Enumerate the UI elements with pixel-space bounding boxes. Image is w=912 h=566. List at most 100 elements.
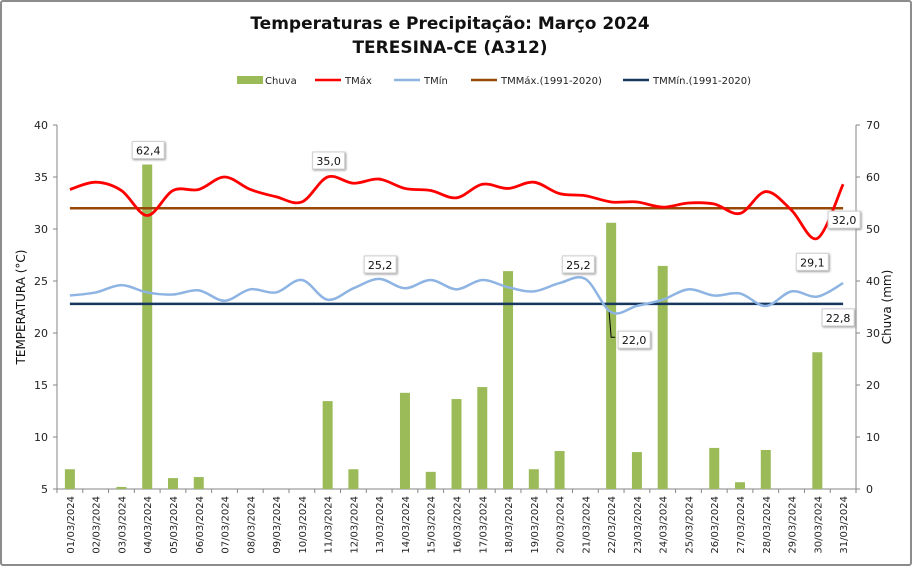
- legend-swatch-chuva: [237, 76, 263, 84]
- x-tick-label: 05/03/2024: [169, 496, 180, 554]
- x-tick-label: 25/03/2024: [684, 496, 695, 554]
- chart-subtitle: TERESINA-CE (A312): [352, 38, 547, 58]
- y-tick-label: 10: [34, 431, 48, 444]
- data-label-box: [821, 308, 855, 327]
- bar-chuva: [425, 471, 436, 489]
- data-label: 32,0: [832, 214, 857, 227]
- x-tick-label: 16/03/2024: [453, 496, 464, 554]
- bar-chuva: [116, 486, 127, 489]
- y-tick-label: 25: [34, 275, 48, 288]
- x-tick-label: 09/03/2024: [272, 496, 283, 554]
- x-tick-label: 19/03/2024: [530, 496, 541, 554]
- data-label: 25,2: [566, 259, 591, 272]
- bar-chuva: [657, 265, 668, 489]
- bar-chuva: [167, 478, 178, 489]
- x-tick-label: 01/03/2024: [66, 496, 77, 554]
- bar-chuva: [477, 387, 488, 489]
- x-tick-label: 29/03/2024: [788, 496, 799, 554]
- y2-tick-label: 50: [866, 223, 880, 236]
- x-tick-label: 06/03/2024: [195, 496, 206, 554]
- bar-chuva: [451, 399, 462, 489]
- x-tick-label: 04/03/2024: [143, 496, 154, 554]
- legend-label: TMMín.(1991-2020): [652, 75, 751, 87]
- y2-axis-title: Chuva (mm): [880, 270, 894, 345]
- y-tick-label: 35: [34, 171, 48, 184]
- data-label: 25,2: [368, 259, 393, 272]
- legend-label: TMáx: [344, 75, 372, 87]
- x-tick-label: 31/03/2024: [839, 496, 850, 554]
- bar-chuva: [142, 164, 153, 489]
- x-tick-label: 02/03/2024: [92, 496, 103, 554]
- y2-tick-label: 60: [866, 171, 880, 184]
- y-tick-label: 15: [34, 379, 48, 392]
- x-tick-label: 18/03/2024: [504, 496, 515, 554]
- legend-label: Chuva: [265, 76, 297, 87]
- bar-chuva: [760, 450, 771, 489]
- data-label-box: [617, 330, 651, 349]
- line-tmin: [69, 275, 844, 315]
- y-axis-title: TEMPERATURA (°C): [14, 250, 28, 366]
- legend: Chuva TMáx TMín TMMáx.(1991-2020) TMMín.(199…: [237, 75, 751, 87]
- y2-tick-label: 20: [866, 379, 880, 392]
- bar-chuva: [709, 447, 720, 489]
- chart-title: Temperaturas e Precipitação: Março 2024: [250, 14, 649, 34]
- bar-chuva: [735, 482, 746, 489]
- lines: [69, 174, 845, 315]
- x-tick-label: 07/03/2024: [221, 496, 232, 554]
- bar-chuva: [399, 392, 410, 489]
- y2-tick-label: 40: [866, 275, 880, 288]
- data-labels: 62,4 35,0 25,2 25,2 22,0 29,1 32,0 22,8: [131, 141, 861, 349]
- x-tick-label: 03/03/2024: [117, 496, 128, 554]
- x-tick-label: 20/03/2024: [556, 496, 567, 554]
- y-tick-label: 30: [34, 223, 48, 236]
- x-tick-label: 13/03/2024: [375, 496, 386, 554]
- bar-chuva: [606, 222, 617, 489]
- x-tick-label: 30/03/2024: [813, 496, 824, 554]
- bar-chuva: [503, 271, 514, 489]
- bar-chuva: [193, 477, 204, 489]
- data-label-box: [312, 151, 346, 170]
- bar-chuva: [64, 469, 75, 489]
- x-tick-label: 23/03/2024: [633, 496, 644, 554]
- y2-tick-label: 0: [866, 483, 873, 496]
- y2-tick-label: 10: [866, 431, 880, 444]
- y-tick-label: 20: [34, 327, 48, 340]
- bar-chuva: [528, 469, 539, 489]
- x-tick-label: 12/03/2024: [349, 496, 360, 554]
- data-label-box: [827, 210, 861, 229]
- x-tick-label: 26/03/2024: [710, 496, 721, 554]
- data-label: 22,0: [622, 334, 647, 347]
- x-tick-label: 17/03/2024: [478, 496, 489, 554]
- x-tick-label: 21/03/2024: [581, 496, 592, 554]
- x-tick-label: 14/03/2024: [401, 496, 412, 554]
- data-label: 22,8: [826, 312, 851, 325]
- data-label-box: [795, 252, 829, 271]
- x-tick-label: 22/03/2024: [607, 496, 618, 554]
- y2-tick-label: 70: [866, 119, 880, 132]
- data-label: 35,0: [316, 155, 341, 168]
- bars: [64, 164, 823, 489]
- legend-label: TMín: [423, 75, 448, 87]
- bar-chuva: [322, 401, 333, 489]
- y2-tick-label: 30: [866, 327, 880, 340]
- x-tick-label: 28/03/2024: [762, 496, 773, 554]
- data-label-box: [131, 141, 165, 160]
- data-label-box: [363, 255, 397, 274]
- line-tmax: [69, 174, 845, 241]
- y-tick-label: 40: [34, 119, 48, 132]
- y-tick-label: 5: [41, 483, 48, 496]
- leader-line: [608, 312, 616, 338]
- data-label: 62,4: [136, 145, 161, 158]
- data-label-box: [561, 255, 595, 274]
- data-label: 29,1: [800, 256, 825, 269]
- bar-chuva: [554, 451, 565, 489]
- axes: 5 10 15 20 25 30 35 40 0 10 20 30 40 50 60 70 01/03/2024…: [34, 119, 880, 554]
- bar-chuva: [631, 452, 642, 489]
- x-tick-label: 24/03/2024: [659, 496, 670, 554]
- x-tick-label: 15/03/2024: [427, 496, 438, 554]
- x-tick-label: 11/03/2024: [324, 496, 335, 554]
- x-tick-label: 10/03/2024: [298, 496, 309, 554]
- bar-chuva: [812, 352, 823, 489]
- x-tick-label: 27/03/2024: [736, 496, 747, 554]
